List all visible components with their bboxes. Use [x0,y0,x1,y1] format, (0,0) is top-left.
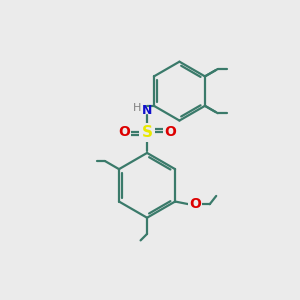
Text: O: O [189,197,201,211]
Text: S: S [142,125,153,140]
Text: O: O [164,125,176,139]
Text: N: N [142,104,152,117]
Text: H: H [133,103,141,113]
Text: O: O [118,125,130,139]
